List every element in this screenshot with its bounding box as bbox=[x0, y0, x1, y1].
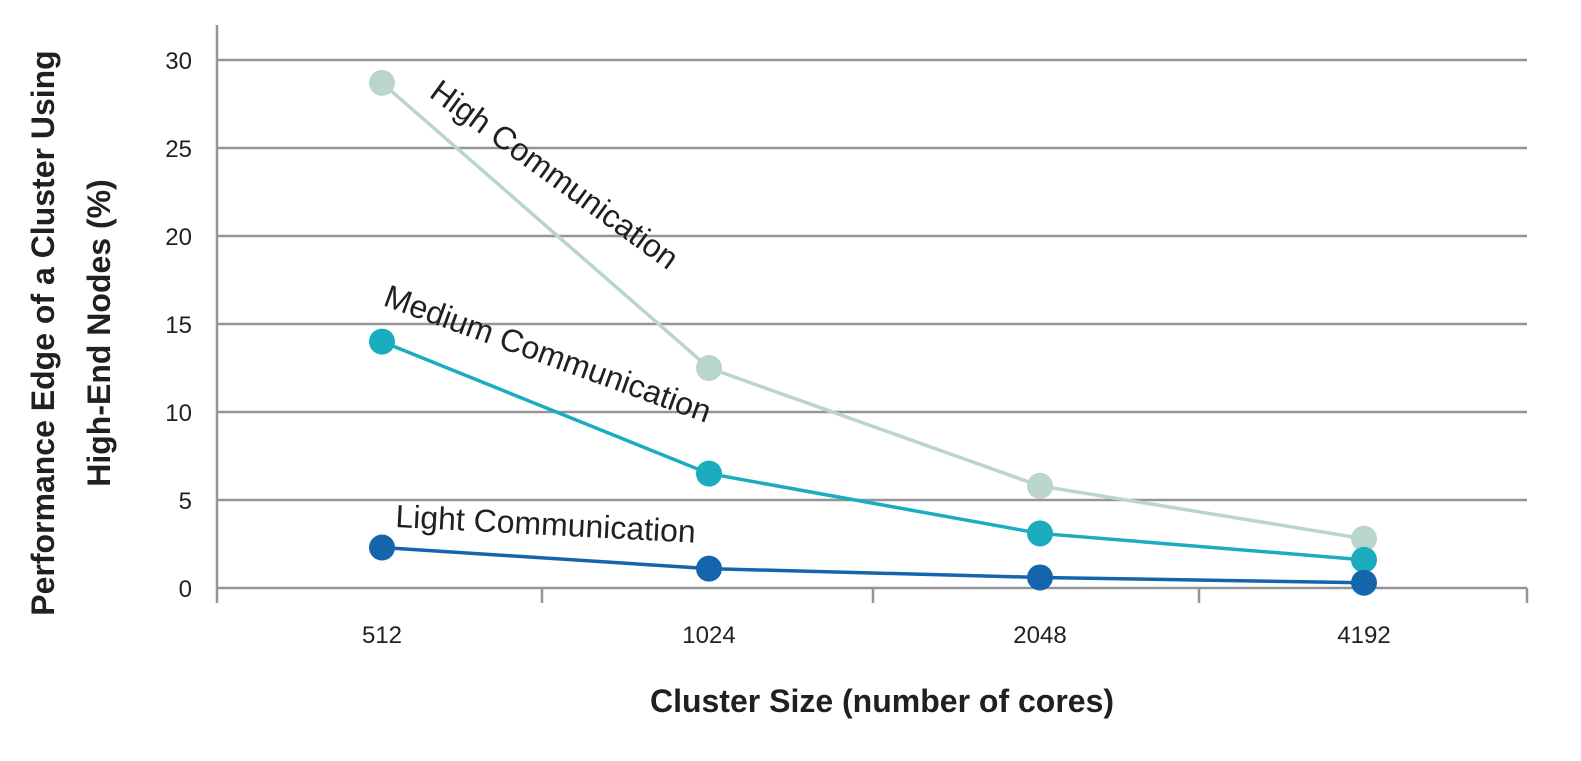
series-label-high: High Communication bbox=[424, 73, 685, 277]
series-labels: High Communication Medium Communication … bbox=[380, 73, 717, 550]
data-point bbox=[696, 555, 722, 582]
data-point bbox=[696, 460, 722, 487]
series-line bbox=[381, 545, 1365, 585]
x-tick-labels: 512 1024 2048 4192 bbox=[362, 622, 1391, 649]
data-point bbox=[369, 69, 395, 96]
data-point bbox=[1027, 520, 1053, 547]
data-point bbox=[1351, 546, 1377, 573]
series-label-light: Light Communication bbox=[395, 498, 697, 550]
y-axis-title-line2: High-End Nodes (%) bbox=[81, 179, 117, 487]
series-2 bbox=[369, 534, 1377, 596]
y-tick-label: 0 bbox=[179, 576, 192, 603]
data-point bbox=[1351, 525, 1377, 552]
y-tick-label: 20 bbox=[165, 224, 192, 251]
data-point bbox=[1027, 564, 1053, 591]
series-1 bbox=[369, 328, 1377, 573]
series bbox=[369, 69, 1377, 596]
series-line bbox=[381, 339, 1365, 562]
data-point bbox=[696, 355, 722, 381]
data-point bbox=[1351, 569, 1377, 596]
series-0 bbox=[369, 69, 1377, 552]
y-axis-title: Performance Edge of a Cluster Using High… bbox=[25, 50, 117, 615]
x-tick-label: 4192 bbox=[1337, 622, 1390, 649]
y-tick-label: 5 bbox=[179, 488, 192, 515]
gridlines bbox=[217, 58, 1527, 502]
y-tick-label: 30 bbox=[165, 48, 192, 75]
y-tick-label: 10 bbox=[165, 400, 192, 427]
x-axis-title: Cluster Size (number of cores) bbox=[650, 683, 1114, 719]
x-tick-label: 1024 bbox=[682, 622, 735, 649]
x-tick-label: 512 bbox=[362, 622, 402, 649]
x-tick-label: 2048 bbox=[1013, 622, 1066, 649]
y-tick-labels: 0 5 10 15 20 25 30 bbox=[165, 48, 192, 603]
axes bbox=[215, 25, 1529, 603]
y-tick-label: 15 bbox=[165, 312, 192, 339]
data-point bbox=[1027, 472, 1053, 499]
data-point bbox=[369, 328, 395, 355]
y-tick-label: 25 bbox=[165, 136, 192, 163]
series-line bbox=[380, 81, 1365, 541]
data-point bbox=[369, 534, 395, 561]
y-axis-title-line1: Performance Edge of a Cluster Using bbox=[25, 50, 61, 615]
